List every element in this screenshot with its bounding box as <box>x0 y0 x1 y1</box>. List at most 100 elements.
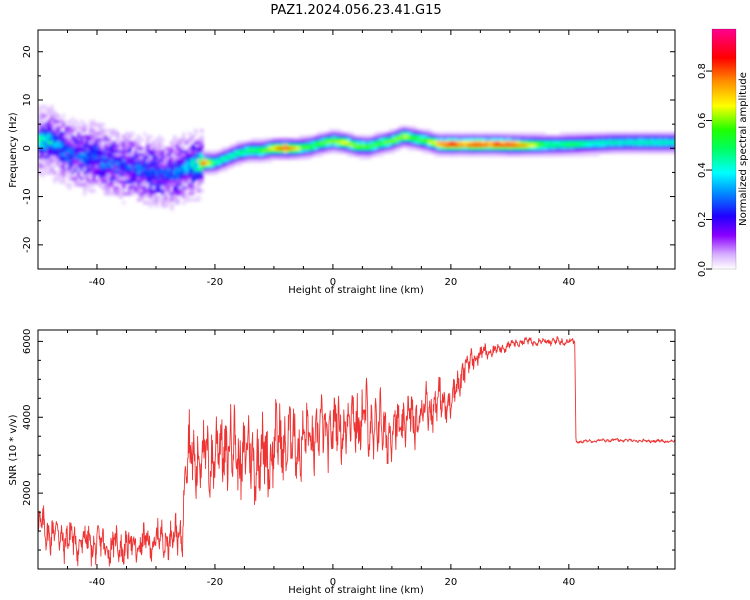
heatmap-cell <box>227 159 231 163</box>
heatmap-cell <box>122 162 126 166</box>
heatmap-cell <box>500 147 504 151</box>
heatmap-cell <box>158 141 162 145</box>
heatmap-cell <box>533 141 537 145</box>
heatmap-cell <box>638 135 642 139</box>
heatmap-cell <box>590 144 594 148</box>
heatmap-cell <box>320 135 324 139</box>
heatmap-cell <box>170 174 174 178</box>
heatmap-cell <box>437 153 441 157</box>
heatmap-cell <box>326 144 330 148</box>
heatmap-cell <box>353 141 357 145</box>
heatmap-cell <box>59 180 63 184</box>
heatmap-cell <box>140 168 144 172</box>
heatmap-cell <box>515 144 519 148</box>
heatmap-cell <box>56 162 60 166</box>
heatmap-cell <box>389 138 393 142</box>
heatmap-cell <box>644 135 648 139</box>
heatmap-cell <box>296 147 300 151</box>
heatmap-cell <box>509 132 513 136</box>
heatmap-cell <box>68 144 72 148</box>
heatmap-cell <box>152 192 156 196</box>
heatmap-cell <box>119 180 123 184</box>
heatmap-cell <box>257 138 261 142</box>
heatmap-cell <box>362 156 366 160</box>
heatmap-cell <box>116 186 120 190</box>
heatmap-cell <box>380 147 384 151</box>
heatmap-cell <box>110 135 114 139</box>
heatmap-cell <box>617 147 621 151</box>
heatmap-cell <box>113 186 117 190</box>
heatmap-cell <box>413 129 417 133</box>
heatmap-cell <box>590 153 594 157</box>
heatmap-cell <box>164 159 168 163</box>
heatmap-cell <box>95 135 99 139</box>
heatmap-cell <box>134 141 138 145</box>
heatmap-cell <box>509 150 513 154</box>
heatmap-cell <box>74 156 78 160</box>
heatmap-cell <box>629 132 633 136</box>
heatmap-cell <box>539 144 543 148</box>
x-tick-label: 40 <box>562 277 575 288</box>
heatmap-cell <box>194 162 198 166</box>
heatmap-cell <box>620 144 624 148</box>
heatmap-cell <box>377 132 381 136</box>
heatmap-cell <box>641 141 645 145</box>
heatmap-cell <box>434 132 438 136</box>
heatmap-cell <box>323 147 327 151</box>
heatmap-cell <box>671 135 675 139</box>
heatmap-cell <box>77 126 81 130</box>
heatmap-cell <box>257 153 261 157</box>
heatmap-cell <box>506 141 510 145</box>
heatmap-cell <box>77 180 81 184</box>
heatmap-cell <box>359 147 363 151</box>
heatmap-cell <box>146 156 150 160</box>
heatmap-cell <box>605 141 609 145</box>
heatmap-cell <box>266 159 270 163</box>
heatmap-cell <box>476 144 480 148</box>
heatmap-cell <box>176 201 180 205</box>
heatmap-cell <box>302 150 306 154</box>
heatmap-cell <box>656 141 660 145</box>
heatmap-cell <box>251 156 255 160</box>
heatmap-cell <box>464 147 468 151</box>
heatmap-cell <box>560 141 564 145</box>
x-tick-label: 0 <box>330 277 336 288</box>
heatmap-cell <box>149 177 153 181</box>
heatmap-cell <box>161 171 165 175</box>
heatmap-cell <box>218 153 222 157</box>
heatmap-cell <box>152 174 156 178</box>
heatmap-cell <box>293 147 297 151</box>
heatmap-cell <box>260 138 264 142</box>
heatmap-cell <box>50 162 54 166</box>
heatmap-cell <box>305 147 309 151</box>
heatmap-cell <box>149 156 153 160</box>
heatmap-cell <box>623 141 627 145</box>
heatmap-cell <box>233 144 237 148</box>
heatmap-cell <box>659 138 663 142</box>
heatmap-cell <box>119 141 123 145</box>
heatmap-cell <box>104 147 108 151</box>
heatmap-cell <box>110 171 114 175</box>
heatmap-cell <box>395 135 399 139</box>
heatmap-cell <box>38 129 42 133</box>
heatmap-cell <box>224 159 228 163</box>
heatmap-cell <box>566 135 570 139</box>
heatmap-cell <box>443 144 447 148</box>
heatmap-cell <box>560 153 564 157</box>
heatmap-cell <box>632 144 636 148</box>
heatmap-cell <box>116 147 120 151</box>
heatmap-cell <box>89 129 93 133</box>
heatmap-cell <box>290 147 294 151</box>
heatmap-cell <box>176 156 180 160</box>
heatmap-cell <box>464 141 468 145</box>
heatmap-cell <box>209 150 213 154</box>
heatmap-cell <box>263 138 267 142</box>
heatmap-cell <box>74 150 78 154</box>
heatmap-cell <box>443 150 447 154</box>
heatmap-cell <box>347 150 351 154</box>
heatmap-cell <box>38 147 42 151</box>
heatmap-cell <box>185 162 189 166</box>
heatmap-cell <box>308 135 312 139</box>
heatmap-cell <box>77 141 81 145</box>
heatmap-cell <box>239 150 243 154</box>
